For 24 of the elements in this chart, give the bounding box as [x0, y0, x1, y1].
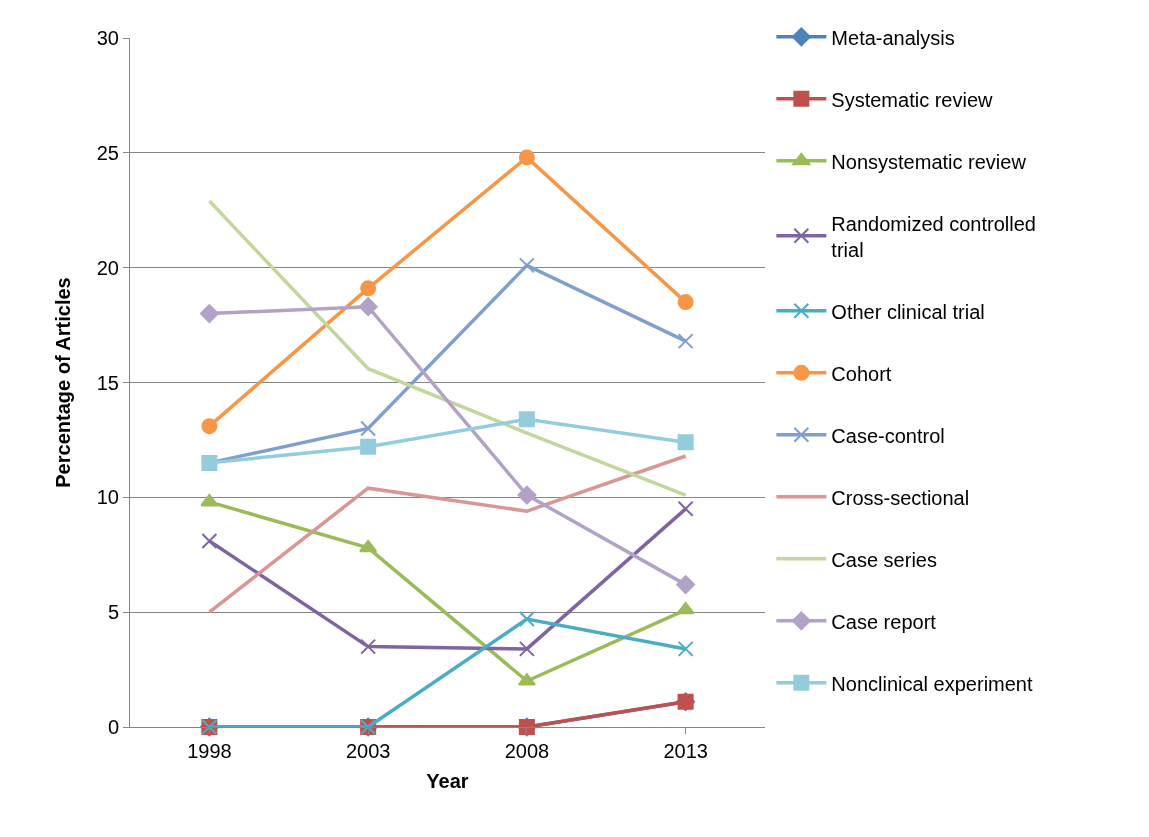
- legend-label: Case series: [831, 548, 937, 571]
- x-tick-label: 2003: [345, 740, 391, 762]
- legend-label: Cross-sectional: [831, 486, 970, 509]
- x-tick-label: 1998: [187, 740, 232, 762]
- x-tick-label: 2008: [504, 740, 550, 762]
- y-axis-title: Percentage of Articles: [52, 277, 75, 488]
- y-tick-label: 5: [107, 601, 119, 624]
- y-tick-label: 15: [96, 371, 119, 394]
- legend-label: Cohort: [831, 362, 892, 385]
- y-tick-label: 0: [107, 716, 119, 738]
- y-tick-label: 30: [96, 27, 119, 49]
- legend-label: Randomized controlled trial: [831, 212, 1036, 261]
- legend-label: Other clinical trial: [831, 300, 985, 323]
- legend-label: Case report: [831, 610, 937, 633]
- x-tick-label: 2013: [663, 740, 708, 762]
- legend-label: Meta-analysis: [831, 26, 955, 49]
- x-axis-title: Year: [426, 769, 469, 792]
- legend-label: Nonclinical experiment: [831, 672, 1033, 695]
- legend-label: Systematic review: [831, 88, 994, 111]
- y-tick-label: 10: [96, 486, 119, 509]
- y-tick-label: 20: [96, 256, 119, 279]
- y-tick-label: 25: [96, 141, 119, 164]
- legend-label: Case-control: [831, 424, 945, 447]
- legend-label: Nonsystematic review: [831, 150, 1027, 173]
